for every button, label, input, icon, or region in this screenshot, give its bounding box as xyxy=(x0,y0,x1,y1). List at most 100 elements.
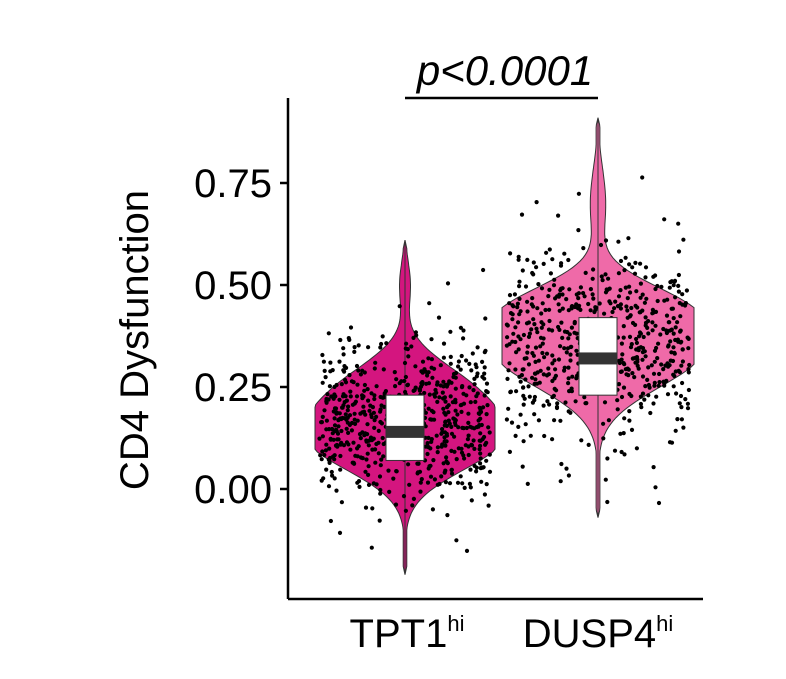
data-point xyxy=(347,373,352,378)
data-point xyxy=(474,469,479,474)
data-point xyxy=(425,451,430,457)
data-point xyxy=(452,449,457,454)
data-point xyxy=(328,436,333,441)
data-point xyxy=(513,433,518,438)
data-point xyxy=(567,332,572,337)
data-point xyxy=(630,320,636,326)
data-point xyxy=(552,277,557,282)
data-point xyxy=(330,368,335,373)
data-point xyxy=(444,439,449,444)
data-point xyxy=(657,380,662,385)
data-point xyxy=(365,432,370,437)
data-point xyxy=(449,424,454,429)
data-point xyxy=(459,409,464,414)
data-point xyxy=(394,377,399,382)
data-point xyxy=(651,371,657,376)
data-point xyxy=(487,452,492,457)
data-point xyxy=(456,446,461,451)
data-point xyxy=(532,394,538,400)
data-point xyxy=(541,336,546,341)
data-point xyxy=(661,367,666,372)
data-point xyxy=(467,385,472,390)
data-point xyxy=(681,425,686,430)
data-point xyxy=(524,356,529,361)
data-point xyxy=(550,353,555,358)
data-point xyxy=(665,392,671,397)
data-point xyxy=(673,428,678,433)
data-point xyxy=(365,387,370,392)
data-point xyxy=(633,360,638,365)
data-point xyxy=(394,469,399,474)
data-point xyxy=(434,433,439,438)
data-point xyxy=(547,287,552,292)
data-point xyxy=(343,377,348,383)
data-point xyxy=(471,388,476,393)
data-point xyxy=(664,313,670,318)
data-point xyxy=(518,379,523,384)
data-point xyxy=(435,482,440,487)
violins xyxy=(314,117,695,575)
data-point xyxy=(460,384,465,389)
data-point xyxy=(436,315,442,320)
data-point xyxy=(663,363,668,368)
data-point xyxy=(332,392,337,397)
data-point xyxy=(441,341,447,346)
data-point xyxy=(484,412,489,417)
data-point xyxy=(456,425,461,430)
data-point xyxy=(516,334,521,339)
data-point xyxy=(573,399,578,404)
data-point xyxy=(461,336,466,341)
data-point xyxy=(559,461,564,467)
data-point xyxy=(674,391,679,396)
data-point xyxy=(472,376,477,381)
y-tick-label: 0.75 xyxy=(194,162,272,206)
data-point xyxy=(403,389,408,395)
data-point xyxy=(403,374,408,380)
data-point xyxy=(332,423,338,428)
data-point xyxy=(323,448,328,453)
data-point xyxy=(629,342,634,347)
data-point xyxy=(670,306,676,311)
data-point xyxy=(680,292,685,297)
data-point xyxy=(528,433,533,438)
data-point xyxy=(484,482,489,487)
data-point xyxy=(630,371,635,376)
data-point xyxy=(559,286,564,291)
data-point xyxy=(344,440,350,445)
data-point xyxy=(681,237,686,242)
data-point xyxy=(673,295,678,300)
data-point xyxy=(606,276,611,281)
data-point xyxy=(662,217,667,222)
data-point xyxy=(537,380,542,385)
data-point xyxy=(616,271,622,276)
data-point xyxy=(606,418,612,423)
data-point xyxy=(380,395,385,400)
data-point xyxy=(640,350,646,355)
data-point xyxy=(683,397,688,402)
data-point xyxy=(615,398,620,403)
data-point xyxy=(541,372,546,377)
data-point xyxy=(651,274,656,279)
data-point xyxy=(504,322,509,327)
data-point xyxy=(476,418,481,423)
data-point xyxy=(345,420,350,425)
data-point xyxy=(507,342,512,347)
x-tick-label-1-sup: hi xyxy=(656,611,673,636)
data-point xyxy=(523,377,528,382)
data-point xyxy=(562,329,568,334)
data-point xyxy=(556,213,561,218)
data-point xyxy=(447,421,452,426)
data-point xyxy=(466,452,471,458)
data-point xyxy=(326,484,332,489)
data-point xyxy=(340,415,345,421)
data-point xyxy=(627,409,632,414)
data-point xyxy=(658,332,663,337)
data-point xyxy=(621,385,627,390)
data-point xyxy=(473,362,478,367)
data-point xyxy=(466,444,471,449)
data-point xyxy=(559,261,564,266)
data-point xyxy=(464,425,469,431)
data-point xyxy=(381,367,386,372)
x-tick-label-1: DUSP4hi xyxy=(523,611,674,656)
data-point xyxy=(378,487,383,493)
